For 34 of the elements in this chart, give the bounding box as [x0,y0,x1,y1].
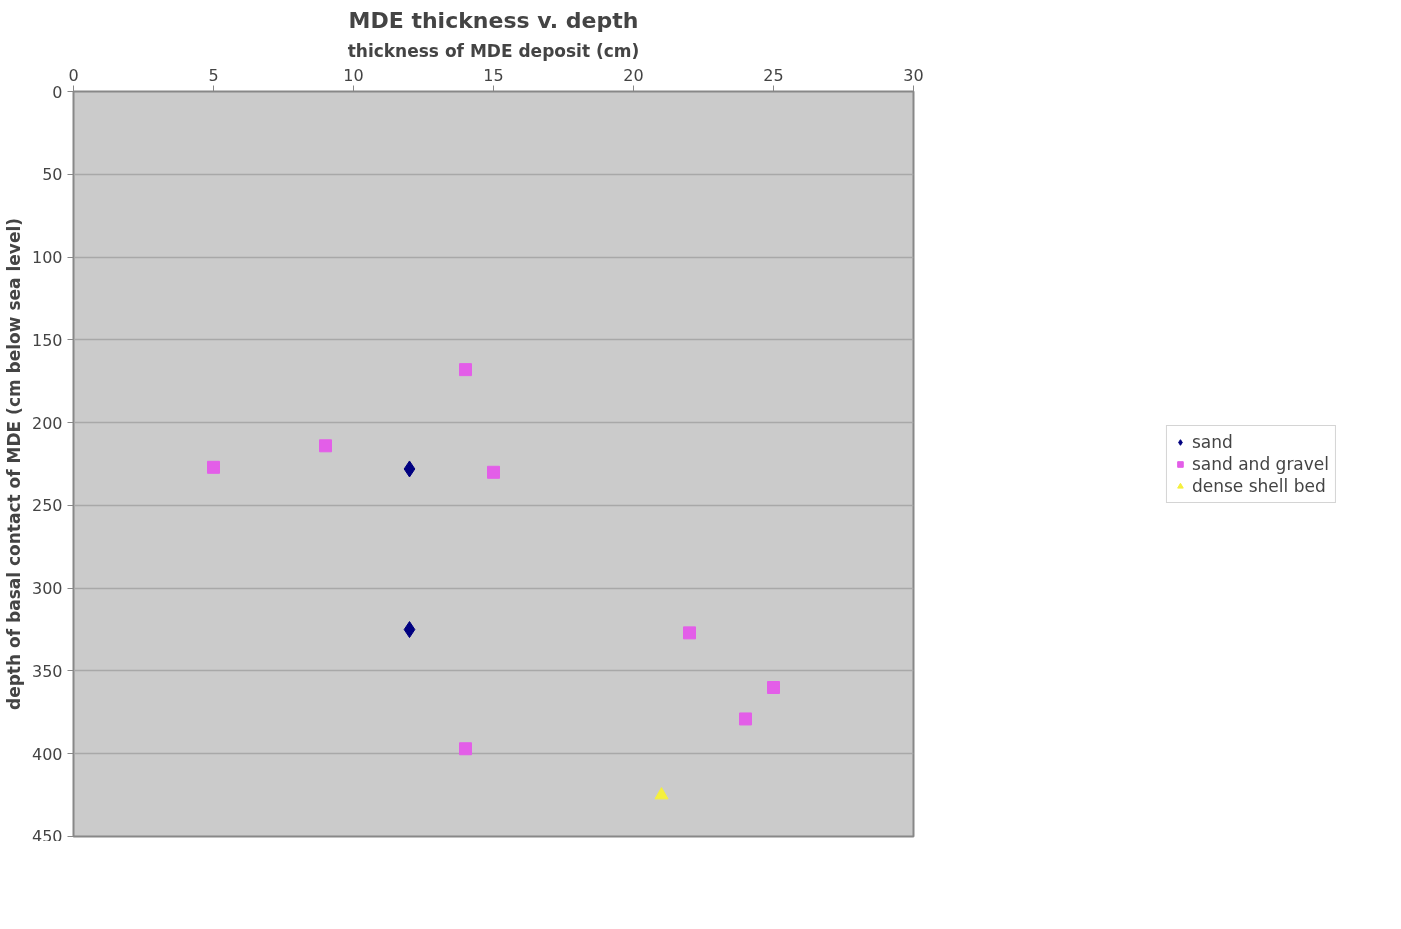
y-tick-label: 200 [31,413,63,433]
point [683,626,696,640]
point [319,439,332,453]
point [739,712,752,726]
point [654,787,669,800]
legend-label: sand and gravel [1191,453,1330,474]
y-tick-label: 350 [31,661,63,681]
y-tick-label: 150 [31,330,63,350]
chart-title: MDE thickness v. depth [348,7,639,33]
x-tick-label: 20 [623,65,644,85]
y-tick-label: 250 [31,496,63,516]
legend-label: sand [1191,431,1233,452]
x-tick-label: 25 [763,65,784,85]
y-tick-label: 0 [52,82,63,102]
x-tick-label: 15 [483,65,504,85]
y-tick-label: 50 [42,165,63,185]
x-tick-label: 5 [208,65,219,85]
point [487,465,500,479]
x-tick-label: 30 [903,65,924,85]
y-tick-label: 450 [31,826,63,846]
point [459,742,472,756]
point [767,681,780,694]
y-tick-label: 100 [31,248,63,268]
point [207,460,220,474]
legend-label: dense shell bed [1191,475,1326,496]
y-axis-title: depth of basal contact of MDE (cm below sea level) [3,217,24,711]
y-tick-label: 400 [31,744,63,764]
x-tick-label: 10 [343,65,364,85]
y-tick-label: 300 [31,579,63,599]
point [403,621,416,639]
x-tick-label: 0 [68,65,79,85]
point [459,363,472,377]
point [403,460,416,478]
x-axis-title: thickness of MDE deposit (cm) [347,40,640,61]
